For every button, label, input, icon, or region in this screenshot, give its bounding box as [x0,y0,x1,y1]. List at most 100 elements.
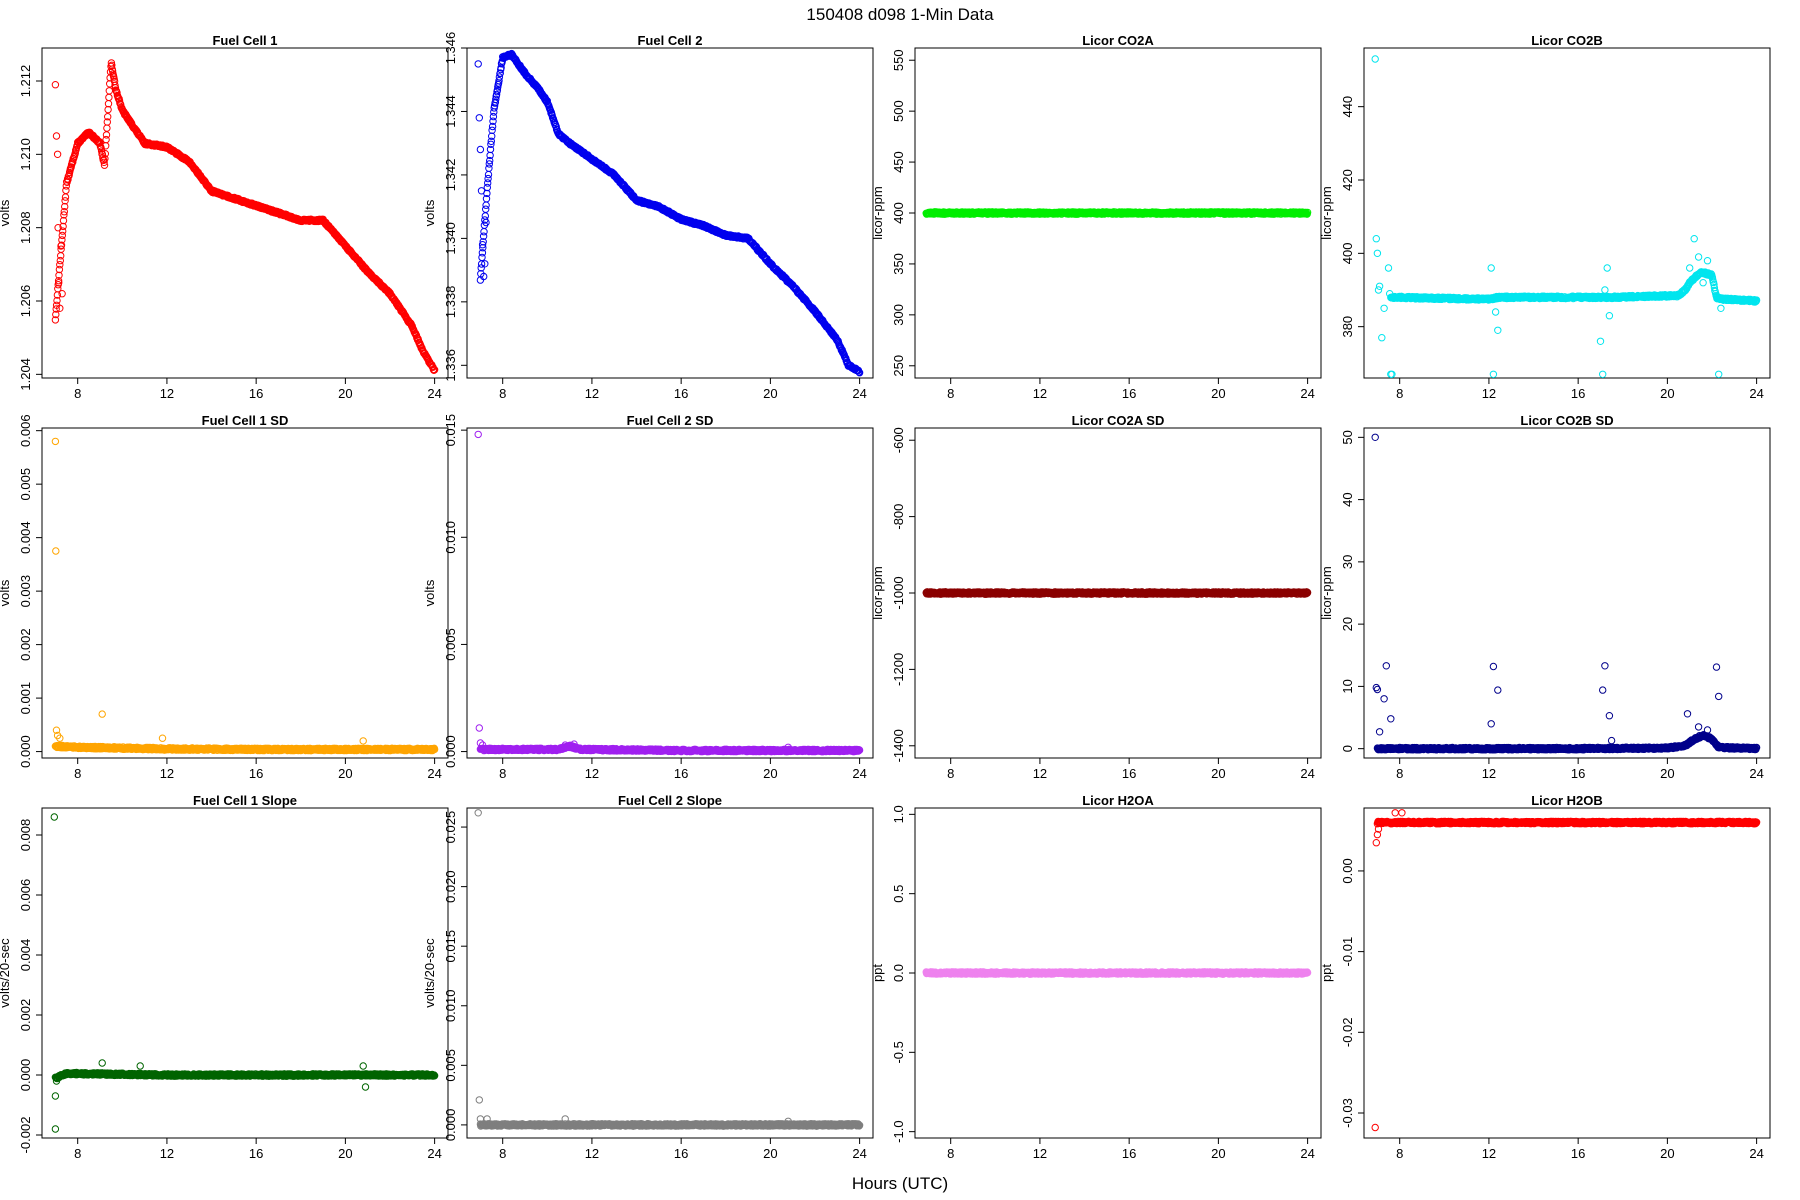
data-point [101,155,109,163]
x-tick-label: 20 [338,766,352,781]
x-tick-label: 12 [1033,386,1047,401]
data-point [102,135,110,144]
y-tick-label: 1.346 [443,32,458,65]
data-point [59,216,68,225]
outlier-point [1380,304,1388,312]
data-point [56,256,64,265]
point-series [1387,268,1761,306]
y-tick-label: 440 [1340,96,1355,118]
x-tick-label: 20 [338,386,352,401]
y-tick-label: 1.336 [443,349,458,382]
data-point [53,296,61,305]
x-axis-label: Hours (UTC) [852,1174,948,1193]
y-tick-label: 1.204 [18,358,33,391]
outlier-point [51,437,60,446]
outlier-point [1717,304,1725,312]
data-point [100,158,108,167]
y-tick-label: 400 [891,202,906,224]
outlier-point [1599,370,1607,378]
outlier-point [1703,257,1712,265]
x-tick-label: 20 [763,386,777,401]
outlier-points [51,81,66,312]
x-tick-label: 24 [1300,386,1314,401]
y-tick-label: 1.342 [443,159,458,192]
y-tick-label: 0.004 [18,521,33,554]
data-point [104,113,112,121]
y-tick-label: 400 [1340,242,1355,264]
outlier-point [158,734,167,742]
outlier-point [1491,308,1500,316]
data-point [102,131,111,139]
y-tick-label: 0.003 [18,575,33,608]
outlier-point [1372,235,1381,243]
y-tick-label: 0.006 [18,414,33,447]
outlier-point [1373,249,1382,258]
y-tick-label: 0.005 [18,468,33,501]
data-point [59,222,67,231]
outlier-point [1384,264,1393,272]
y-axis-label: licor-ppm [1319,186,1334,239]
y-tick-label: 550 [891,49,906,71]
outlier-point [1603,264,1611,272]
y-tick-label: 0.010 [443,521,458,554]
data-point [103,118,112,126]
x-tick-label: 24 [427,766,441,781]
outlier-point [1605,312,1614,320]
panel-title: Licor CO2A [1082,33,1154,48]
y-tick-label: 0.015 [443,414,458,447]
data-point [58,231,66,240]
data-point [62,186,70,195]
data-point [55,271,63,279]
data-point [103,124,111,132]
point-series [476,49,864,377]
data-point [105,93,113,102]
x-tick-label: 16 [674,386,688,401]
outlier-point [1494,326,1502,334]
x-tick-label: 12 [1482,386,1496,401]
panel-title: Fuel Cell 2 [637,33,702,48]
y-tick-label: 0.005 [443,628,458,661]
y-tick-label: 250 [891,355,906,377]
y-axis-label: volts [422,199,437,226]
outlier-point [98,710,106,718]
y-axis-label: volts [0,199,12,226]
y-tick-label: 380 [1340,316,1355,338]
x-tick-label: 8 [1396,386,1403,401]
outlier-points [1371,55,1725,378]
x-tick-label: 24 [852,766,866,781]
x-tick-label: 16 [249,766,263,781]
panel-title: Licor CO2B [1531,33,1603,48]
outlier-point [1487,264,1495,272]
y-axis-label: licor-ppm [870,186,885,239]
y-tick-label: 1.344 [443,95,458,128]
outlier-point [476,145,485,154]
y-tick-label: 300 [891,304,906,326]
x-tick-label: 24 [1749,386,1763,401]
plot-frame [466,427,874,759]
outlier-point [1686,264,1694,272]
x-tick-label: 16 [1571,386,1585,401]
data-point [480,228,488,236]
outlier-point [1694,253,1703,261]
outlier-point [53,150,62,159]
x-tick-label: 8 [499,766,506,781]
x-tick-label: 12 [160,766,174,781]
y-tick-label: 0.000 [18,735,33,768]
panel-title: Fuel Cell 1 SD [202,413,289,428]
y-tick-label: 350 [891,253,906,275]
panel-title: Fuel Cell 2 SD [627,413,714,428]
y-tick-label: 0.002 [18,628,33,661]
x-tick-label: 8 [74,766,81,781]
data-point [481,212,489,220]
y-tick-label: 1.338 [443,286,458,319]
outlier-point [359,737,367,745]
data-point [71,149,80,157]
point-series [922,208,1312,218]
y-tick-label: 1.212 [18,65,33,98]
data-point [52,305,60,313]
